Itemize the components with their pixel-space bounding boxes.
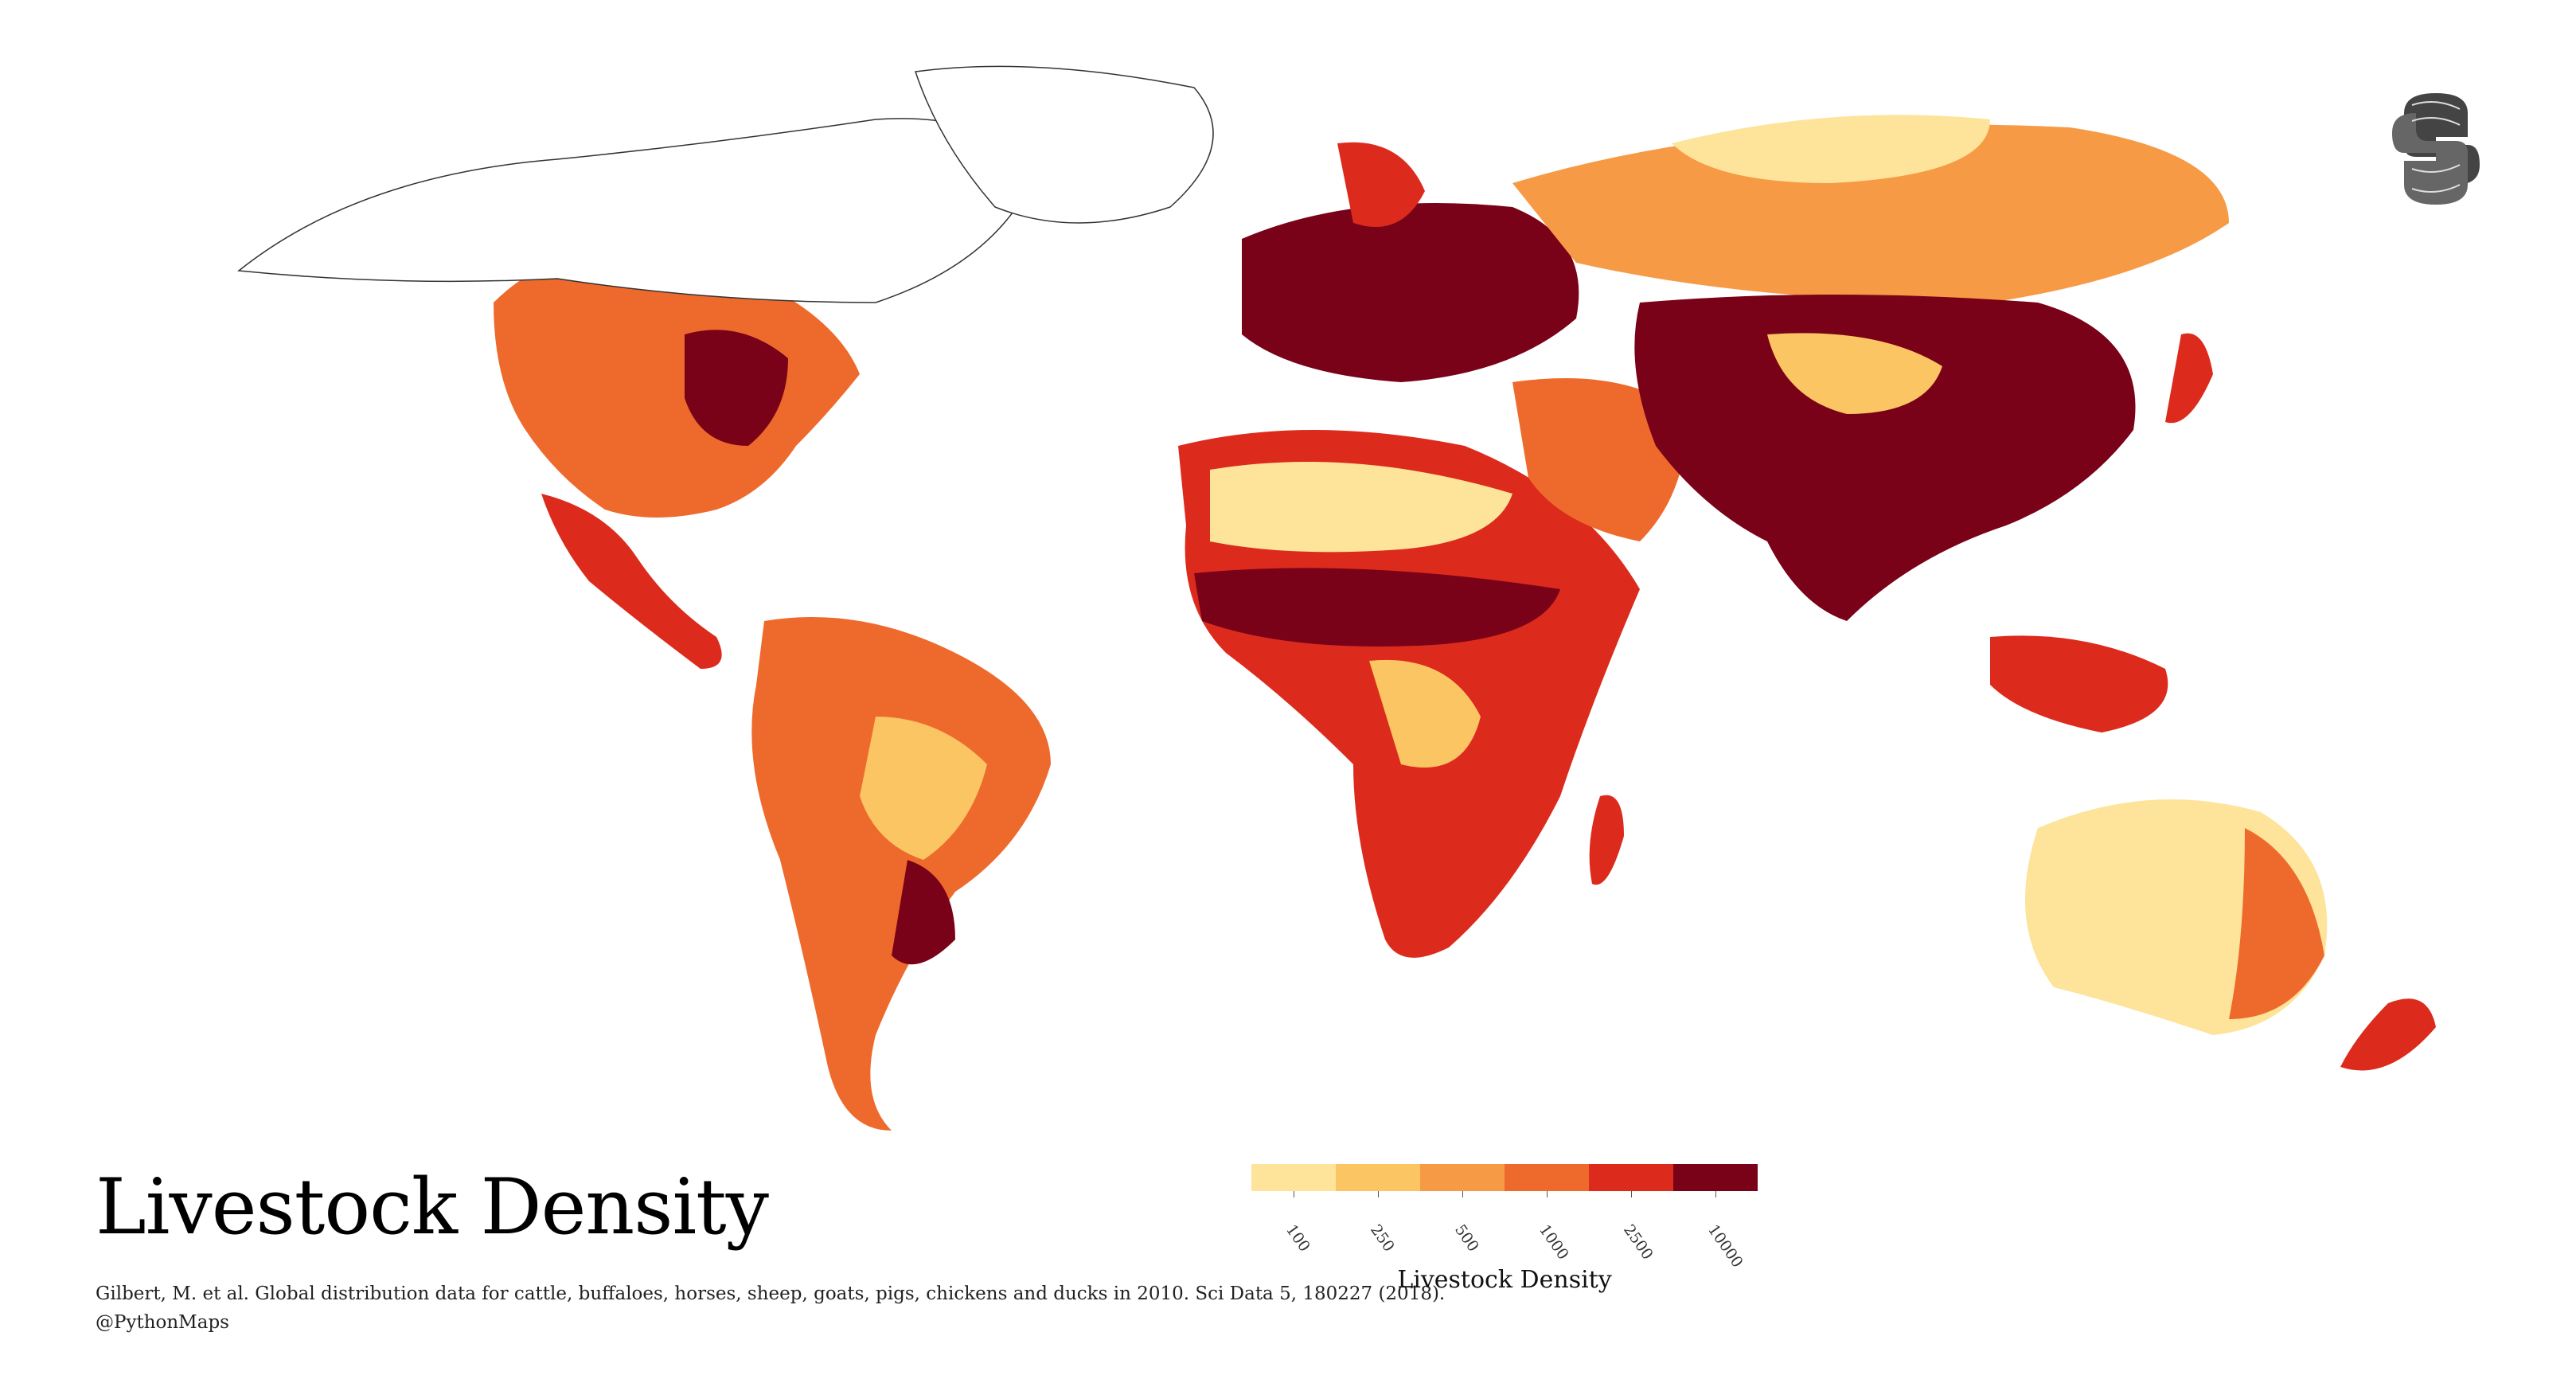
- legend-tick-label: 1000: [1535, 1221, 1572, 1264]
- legend-tick-label: 500: [1450, 1221, 1482, 1256]
- land-region: [915, 65, 1214, 224]
- land-region: [892, 860, 955, 965]
- legend-tick-label: 250: [1366, 1221, 1398, 1256]
- legend-swatch: [1336, 1164, 1420, 1191]
- land-region: [1512, 124, 2229, 303]
- legend-swatch: [1589, 1164, 1673, 1191]
- legend-label: Livestock Density: [1397, 1266, 1612, 1294]
- land-region: [2229, 828, 2324, 1019]
- land-region: [494, 252, 860, 518]
- legend-tick-mark: [1378, 1191, 1379, 1197]
- legend-swatch: [1420, 1164, 1505, 1191]
- legend-swatch: [1251, 1164, 1336, 1191]
- land-region: [1337, 142, 1425, 227]
- land-region: [1242, 203, 1579, 382]
- land-region: [1194, 568, 1560, 647]
- land-region: [1672, 115, 1990, 183]
- land-region: [860, 717, 987, 860]
- source-citation: Gilbert, M. et al. Global distribution d…: [96, 1283, 1446, 1304]
- legend-swatch: [1505, 1164, 1589, 1191]
- map-title: Livestock Density: [96, 1162, 769, 1252]
- legend-tick-label: 100: [1282, 1221, 1313, 1256]
- land-region: [1512, 378, 1688, 541]
- land-region: [1990, 635, 2168, 733]
- land-region: [541, 494, 722, 669]
- legend-tick-mark: [1462, 1191, 1463, 1197]
- continents-layer: [237, 65, 2436, 1131]
- land-region: [1210, 462, 1512, 553]
- land-region: [685, 330, 788, 446]
- land-region: [751, 617, 1051, 1131]
- land-region: [1589, 795, 1624, 885]
- legend-colorbar: [1251, 1164, 1758, 1191]
- legend-tick-label: 10000: [1704, 1221, 1747, 1272]
- legend-tick-mark: [1631, 1191, 1632, 1197]
- legend-tick-mark: [1547, 1191, 1548, 1197]
- author-handle: @PythonMaps: [96, 1312, 229, 1333]
- land-region: [2165, 333, 2213, 424]
- legend-swatch: [1673, 1164, 1758, 1191]
- legend-tick-mark: [1715, 1191, 1716, 1197]
- land-region: [2340, 998, 2436, 1071]
- legend-tick-label: 2500: [1619, 1221, 1657, 1264]
- land-region: [1767, 333, 1942, 414]
- color-legend: 100 250 500 1000 2500 10000 Livestock Density: [1251, 1164, 1758, 1307]
- land-region: [237, 118, 1036, 303]
- python-logo-icon: [2392, 93, 2480, 205]
- land-region: [1369, 659, 1481, 768]
- land-region: [1634, 295, 2136, 621]
